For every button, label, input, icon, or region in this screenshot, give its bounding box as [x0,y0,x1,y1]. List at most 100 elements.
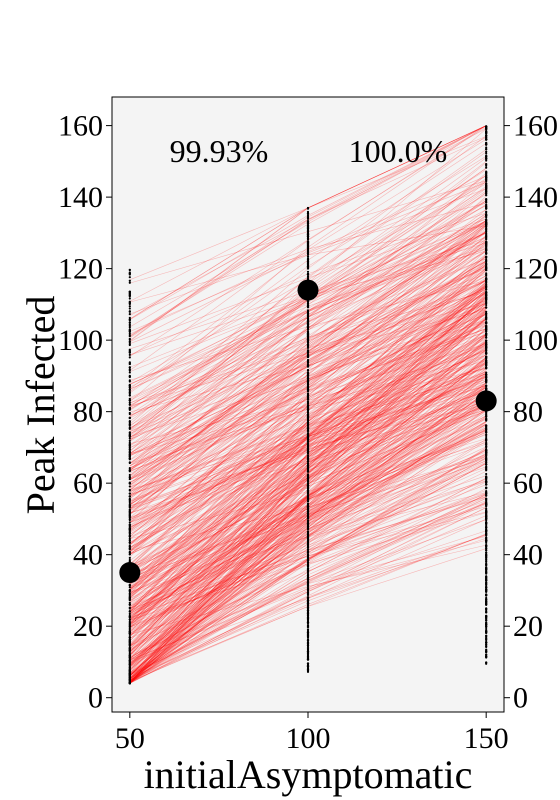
highlighted-point [119,562,141,584]
sample-point [306,647,310,651]
sample-point [306,530,310,533]
sample-point [128,615,131,618]
sample-point [485,417,488,420]
sample-point [485,442,488,445]
sample-point [485,623,488,626]
sample-point [485,653,488,656]
sample-point [128,612,131,615]
sample-point [485,236,488,239]
sample-point [128,627,131,630]
sample-point [485,577,488,580]
sample-point [485,385,488,388]
y-tick-label-right: 0 [513,682,528,715]
axes: 0 0 20 20 40 40 60 60 80 80 100 100 120 120 140 140 160 1… [58,110,558,755]
sample-point [306,532,310,535]
sample-point [306,574,310,577]
annotation-left: 99.93% [170,133,269,169]
sample-point [485,567,488,570]
sample-point [306,587,310,590]
sample-point [485,316,488,319]
sample-point [485,130,488,133]
sample-point [128,524,131,527]
y-tick-label-left: 80 [73,396,103,429]
sample-point [485,533,488,537]
sample-point [128,292,131,295]
sample-point [128,310,131,313]
sample-point [485,300,488,303]
sample-point [485,227,488,230]
sample-point [306,408,310,411]
sample-point [128,434,131,437]
sample-point [485,238,488,241]
sample-point [128,489,131,492]
sample-point [128,412,131,416]
sample-point [128,313,131,316]
sample-point [485,511,488,514]
y-tick-label-right: 40 [513,539,543,572]
sample-point [485,588,488,591]
sample-point [306,484,310,487]
sample-point [485,302,488,305]
sample-point [485,631,488,635]
sample-point [485,640,488,644]
sample-point [485,361,488,364]
sample-point [485,162,488,166]
sample-point [306,207,310,210]
sample-point [485,603,488,606]
sample-point [485,536,488,540]
sample-point [306,315,310,318]
sample-point [485,522,488,525]
sample-point [306,636,310,639]
sample-point [485,220,488,224]
sample-point [485,255,488,259]
sample-point [128,501,131,504]
sample-point [128,419,131,423]
sample-point [485,546,488,550]
sample-point [485,558,488,561]
sample-point [485,249,488,252]
sample-point [306,379,310,382]
sample-point [306,438,310,441]
sample-point [306,506,310,509]
sample-point [128,651,131,654]
sample-point [306,609,310,612]
sample-point [128,369,131,372]
sample-point [306,244,310,247]
sample-point [306,649,310,653]
highlighted-point [297,279,319,301]
sample-point [485,159,488,162]
sample-point [128,545,131,549]
sample-point [485,210,488,213]
sample-point [306,355,310,358]
sample-point [306,429,310,432]
sample-point [485,184,488,188]
sample-point [485,549,488,552]
sample-point [128,584,131,587]
sample-point [128,603,131,606]
sample-point [485,439,488,442]
sample-point [128,406,131,409]
sample-point [485,278,488,281]
sample-point [306,556,310,559]
sample-point [306,328,310,331]
sample-point [485,517,488,520]
sample-point [485,345,488,349]
sample-point [306,606,310,609]
sample-point [128,596,131,599]
sample-point [128,476,131,479]
sample-point [128,380,131,383]
sample-point [306,434,310,438]
y-tick-label-right: 60 [513,467,543,500]
sample-point [485,503,488,506]
sample-point [485,166,488,169]
sample-point [306,451,310,454]
sample-point [128,668,131,671]
sample-point [485,654,488,658]
sample-point [128,541,131,544]
sample-point [128,513,131,516]
sample-point [128,272,131,275]
sample-point [485,318,488,321]
sample-point [485,176,488,180]
sample-point [485,539,488,542]
x-axis-title: initialAsymptomatic [144,752,473,797]
